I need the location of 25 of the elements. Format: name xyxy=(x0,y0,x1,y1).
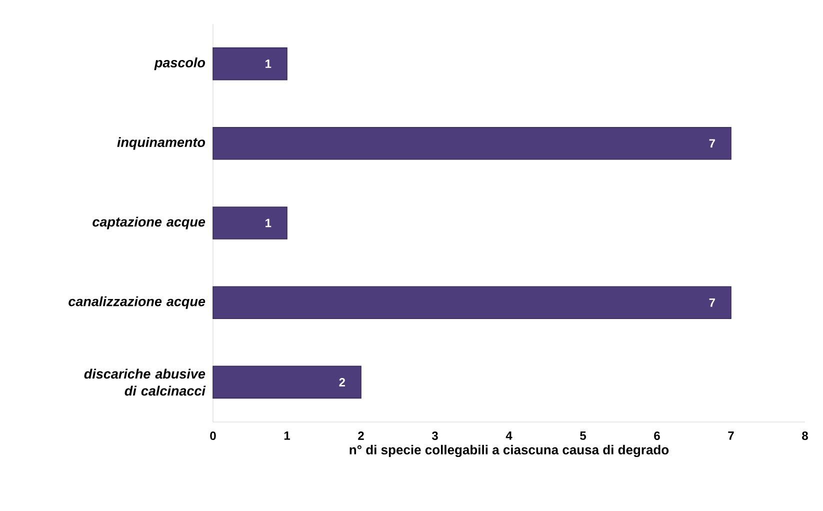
y-tick-label: pascolo xyxy=(154,58,206,70)
x-tick-label: 5 xyxy=(580,432,586,440)
bar xyxy=(212,286,732,319)
y-tick-label: canalizzazione acque xyxy=(68,296,206,309)
data-label: 1 xyxy=(266,60,272,68)
x-tick-label: 8 xyxy=(802,432,808,440)
x-tick-label: 7 xyxy=(728,432,734,440)
y-tick-label: captazione acque xyxy=(92,216,206,230)
bar xyxy=(212,47,288,80)
x-tick-label: 2 xyxy=(358,432,364,440)
data-label: 7 xyxy=(709,139,715,148)
x-axis-title: n° di specie collegabili a ciascuna causa di degrado xyxy=(350,444,669,458)
data-label: 7 xyxy=(709,298,715,307)
x-tick-label: 0 xyxy=(210,432,216,440)
bar xyxy=(212,366,362,399)
x-tick-label: 3 xyxy=(432,432,438,440)
data-label: 1 xyxy=(266,218,272,228)
x-tick-label: 1 xyxy=(284,432,290,440)
bar xyxy=(212,127,732,160)
x-tick-label: 6 xyxy=(654,432,660,440)
y-tick-label: discariche abusive di calcinacci xyxy=(84,368,206,396)
data-label: 2 xyxy=(339,378,345,386)
x-tick-label: 4 xyxy=(506,432,512,440)
bar xyxy=(212,206,288,240)
y-tick-label: inquinamento xyxy=(117,137,206,150)
